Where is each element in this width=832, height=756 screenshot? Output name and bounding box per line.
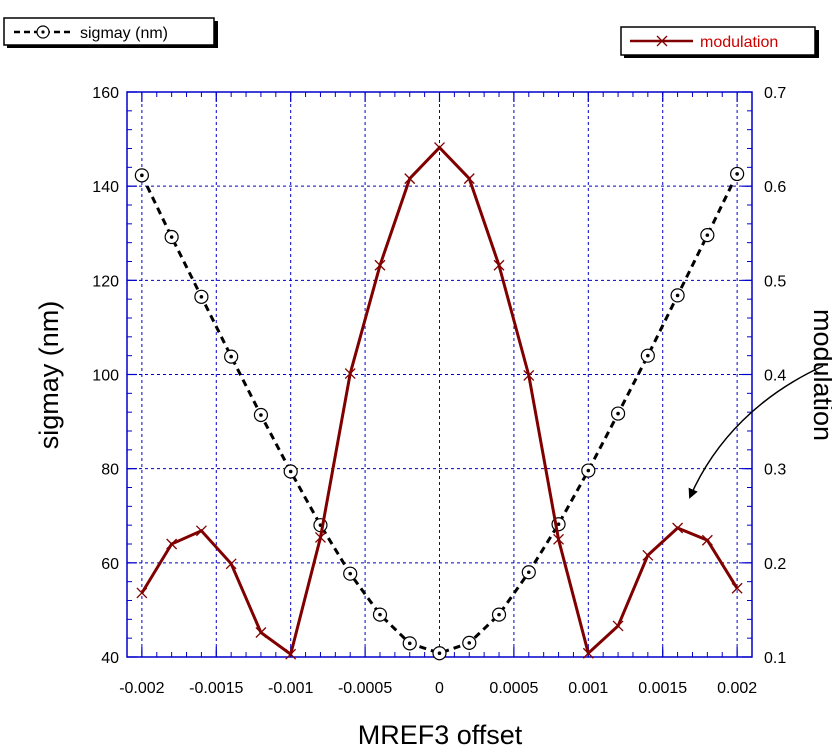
- sigmay-point-dot: [526, 570, 531, 575]
- sigmay-point-dot: [199, 295, 204, 299]
- y-tick-label: 160: [92, 85, 119, 102]
- modulation-point: [225, 558, 237, 570]
- y-tick-label: 60: [101, 556, 119, 573]
- x-tick-label: 0.002: [717, 680, 757, 697]
- sigmay-point-dot: [169, 235, 174, 239]
- modulation-point: [553, 533, 565, 545]
- series-line-sigmay: [140, 173, 739, 655]
- annotation-arrow: [688, 365, 824, 499]
- sigmay-point-dot: [378, 612, 382, 617]
- sigmay-point-dot: [735, 172, 739, 176]
- y-tick-label: 40: [101, 650, 119, 667]
- modulation-point: [612, 620, 624, 632]
- x-tick-label: -0.001: [268, 680, 313, 697]
- sigmay-point-dot: [288, 469, 293, 474]
- modulation-point: [344, 368, 356, 380]
- legend-modulation-shadow-bottom: [624, 55, 819, 58]
- modulation-point: [523, 369, 535, 381]
- modulation-point: [404, 173, 416, 185]
- y-axis-title: sigmay (nm): [34, 301, 64, 450]
- series-layer: [134, 142, 745, 661]
- x-tick-label: 0.0015: [638, 680, 687, 697]
- modulation-point: [672, 522, 684, 534]
- x-tick-label: -0.002: [119, 680, 164, 697]
- sigmay-point-dot: [407, 641, 412, 646]
- y2-tick-label: 0.7: [764, 85, 786, 102]
- sigmay-point-dot: [497, 612, 501, 617]
- y-tick-label: 120: [92, 273, 119, 290]
- legend-modulation-shadow: [815, 30, 819, 58]
- sigmay-point-dot: [646, 353, 650, 358]
- sigmay-point-dot: [140, 173, 144, 178]
- y2-tick-label: 0.6: [764, 179, 786, 196]
- modulation-point: [195, 525, 207, 537]
- sigmay-point-dot: [705, 233, 710, 237]
- sigmay-point-dot: [675, 293, 680, 298]
- modulation-point: [493, 259, 505, 271]
- y-tick-label: 140: [92, 179, 119, 196]
- sigmay-point-dot: [616, 411, 620, 416]
- sigmay-point-dot: [229, 354, 233, 359]
- sigmay-point-dot: [586, 468, 591, 473]
- modulation-point: [314, 531, 326, 543]
- x-tick-label: -0.0005: [338, 680, 392, 697]
- modulation-point: [285, 648, 297, 660]
- y-tick-label: 80: [101, 462, 119, 479]
- y2-axis-title: modulation: [808, 309, 832, 441]
- modulation-point: [434, 142, 445, 154]
- sigmay-point-dot: [259, 413, 263, 417]
- legend-sigmay-label: sigmay (nm): [80, 25, 168, 42]
- modulation-point: [255, 627, 267, 638]
- x-tick-label: -0.0015: [189, 680, 243, 697]
- y2-tick-label: 0.4: [764, 368, 786, 385]
- modulation-point: [136, 587, 148, 599]
- y2-tick-label: 0.3: [764, 462, 786, 479]
- grid: [127, 91, 752, 658]
- legend-sigmay-shadow: [214, 21, 218, 48]
- legend-sigmay-marker-dot: [41, 30, 45, 34]
- modulation-point: [731, 582, 743, 594]
- modulation-point: [463, 173, 475, 185]
- y2-tick-label: 0.2: [764, 556, 786, 573]
- modulation-point: [642, 549, 654, 561]
- x-tick-label: 0.0005: [489, 680, 538, 697]
- sigmay-point-dot: [348, 571, 353, 576]
- sigmay-point-dot: [437, 651, 442, 656]
- modulation-point: [701, 534, 713, 546]
- sigmay-point-dot: [556, 522, 561, 527]
- y2-tick-label: 0.1: [764, 650, 786, 667]
- legend-sigmay-shadow-bottom: [7, 45, 218, 48]
- y2-tick-label: 0.5: [764, 273, 786, 290]
- x-tick-label: 0: [435, 680, 444, 697]
- modulation-point: [582, 647, 594, 659]
- modulation-point: [374, 259, 386, 271]
- legend-sigmay: sigmay (nm): [3, 17, 218, 48]
- y-tick-label: 100: [92, 368, 119, 385]
- labels: MREF3 offset sigmay (nm) modulation -0.0…: [34, 85, 832, 750]
- legend-modulation: modulation: [620, 26, 819, 58]
- legend-modulation-label: modulation: [700, 34, 778, 51]
- legend-modulation-marker: [656, 35, 668, 47]
- sigmay-point-dot: [467, 641, 472, 645]
- x-tick-label: 0.001: [568, 680, 608, 697]
- modulation-point: [166, 538, 178, 550]
- x-axis-title: MREF3 offset: [358, 720, 523, 750]
